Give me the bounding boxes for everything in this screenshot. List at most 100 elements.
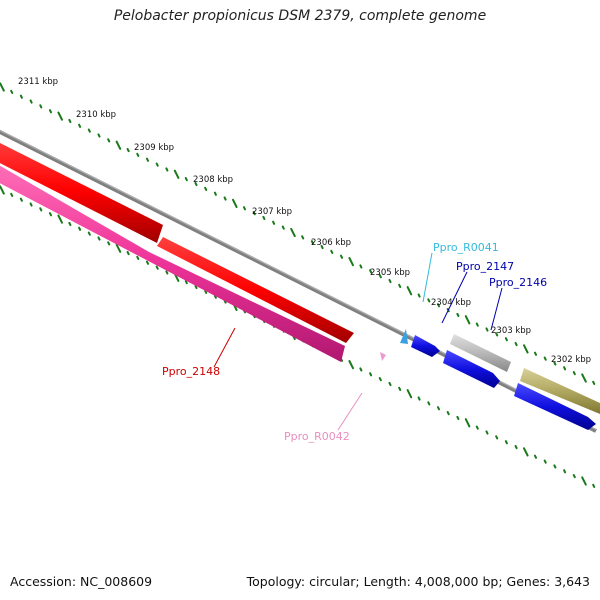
outer-ruler-tick [301, 235, 305, 240]
outer-ruler-tick [232, 198, 238, 208]
inner-ruler-tick [456, 415, 460, 421]
outer-ruler-tick [213, 191, 217, 196]
outer-ruler-tick [581, 373, 587, 383]
outer-ruler-tick [330, 249, 334, 254]
inner-ruler-tick [436, 406, 441, 411]
outer-ruler-tick [523, 344, 529, 354]
inner-ruler-tick [115, 243, 122, 253]
inner-ruler-tick [194, 284, 198, 290]
ruler-tick-label: 2306 kbp [311, 238, 351, 248]
inner-ruler-tick [184, 280, 188, 285]
outer-ruler-tick [417, 293, 421, 298]
inner-ruler-tick [348, 360, 354, 370]
outer-ruler-tick [485, 327, 489, 332]
outer-ruler-tick [436, 303, 441, 308]
inner-ruler-tick [464, 418, 471, 428]
inner-ruler-tick [514, 444, 518, 450]
feature-blue-right[interactable] [514, 383, 596, 430]
inner-ruler-tick [39, 207, 43, 212]
outer-ruler-tick [281, 225, 285, 230]
feature-ppro-r0042[interactable] [380, 352, 386, 361]
outer-ruler-tick [10, 89, 14, 94]
inner-ruler-tick [19, 197, 23, 202]
outer-ruler-tick [29, 99, 33, 104]
inner-ruler-tick [504, 440, 508, 445]
outer-ruler-tick [272, 220, 276, 225]
feature-ppro-2147[interactable] [411, 335, 440, 357]
outer-ruler-tick [97, 133, 101, 138]
outer-ruler-tick [87, 128, 91, 133]
inner-ruler-tick [204, 289, 208, 294]
ruler-tick-label: 2310 kbp [76, 110, 116, 120]
inner-ruler-tick [145, 260, 150, 265]
feature-olive-block[interactable] [520, 368, 600, 414]
inner-ruler-tick [359, 367, 363, 372]
ruler-tick-label: 2302 kbp [551, 355, 591, 365]
inner-ruler-tick [427, 401, 431, 406]
inner-ruler-tick [553, 464, 557, 469]
outer-ruler-tick [136, 152, 140, 157]
inner-ruler-tick [369, 372, 373, 377]
accession-text: Accession: NC_008609 [10, 574, 153, 589]
inner-ruler-tick [68, 221, 72, 227]
outer-ruler-tick [504, 337, 508, 342]
outer-ruler-tick [165, 167, 169, 172]
map-title: Pelobacter propionicus DSM 2379, complet… [113, 8, 487, 24]
outer-ruler-tick [290, 227, 296, 238]
inner-ruler-tick [572, 474, 576, 479]
inner-ruler-tick [97, 236, 101, 241]
outer-ruler-tick [456, 312, 460, 318]
outer-ruler-tick [39, 104, 43, 109]
inner-ruler-tick [57, 214, 63, 224]
feature-ppro-2146[interactable] [443, 350, 500, 388]
feature-ppro-2148-pink[interactable] [0, 160, 345, 362]
inner-ruler-tick [10, 192, 14, 197]
ruler-tick-label: 2304 kbp [431, 298, 471, 308]
outer-ruler-tick [348, 257, 354, 267]
label-ppro-r0041[interactable]: Ppro_R0041 [433, 241, 499, 254]
outer-ruler-tick [339, 254, 344, 259]
ruler-tick-label: 2309 kbp [134, 143, 174, 153]
inner-ruler-tick [523, 447, 529, 457]
inner-ruler-tick [48, 212, 53, 217]
feature-ppro-2148[interactable] [157, 237, 354, 343]
inner-ruler-tick [107, 241, 111, 246]
label-ppro-2146[interactable]: Ppro_2146 [489, 276, 547, 289]
outer-ruler-tick [204, 186, 208, 191]
ruler-tick-label: 2305 kbp [370, 268, 410, 278]
outer-ruler-tick [310, 240, 314, 245]
outer-ruler-tick [194, 181, 198, 187]
outer-ruler-tick [572, 371, 576, 376]
outer-ruler-tick [242, 206, 247, 211]
inner-ruler-tick [485, 430, 489, 435]
outer-ruler-tick [533, 351, 538, 356]
inner-ruler-tick [388, 381, 392, 387]
ruler-tick-label: 2307 kbp [252, 207, 292, 217]
outer-ruler-tick [107, 138, 111, 143]
inner-ruler-tick [136, 255, 140, 260]
feature-ppro-r0041[interactable] [400, 329, 408, 344]
outer-ruler-tick [475, 322, 479, 327]
leader-ppro-2147 [441, 271, 468, 324]
inner-ruler-tick [0, 185, 5, 195]
outer-ruler-tick [126, 147, 130, 153]
outer-ruler-tick [553, 361, 557, 366]
label-ppro-2148[interactable]: Ppro_2148 [162, 365, 220, 378]
inner-ruler-tick [563, 469, 567, 474]
label-ppro-r0042[interactable]: Ppro_R0042 [284, 430, 350, 443]
inner-ruler-tick [495, 435, 499, 440]
outer-ruler-tick [252, 211, 256, 216]
inner-ruler-tick [29, 202, 33, 207]
inner-ruler-tick [475, 425, 479, 430]
outer-ruler-tick [388, 278, 392, 284]
feature-gray-block[interactable] [450, 334, 511, 372]
inner-ruler-tick [78, 226, 82, 231]
outer-ruler [0, 82, 596, 385]
ruler-tick-label: 2311 kbp [18, 77, 58, 87]
outer-ruler-tick [563, 366, 567, 371]
label-ppro-2147[interactable]: Ppro_2147 [456, 260, 514, 273]
outer-ruler-tick [398, 283, 402, 288]
leader-ppro-r0042 [337, 392, 363, 431]
outer-ruler-tick [320, 244, 324, 250]
feature-ppro-2148-left[interactable] [0, 138, 163, 243]
